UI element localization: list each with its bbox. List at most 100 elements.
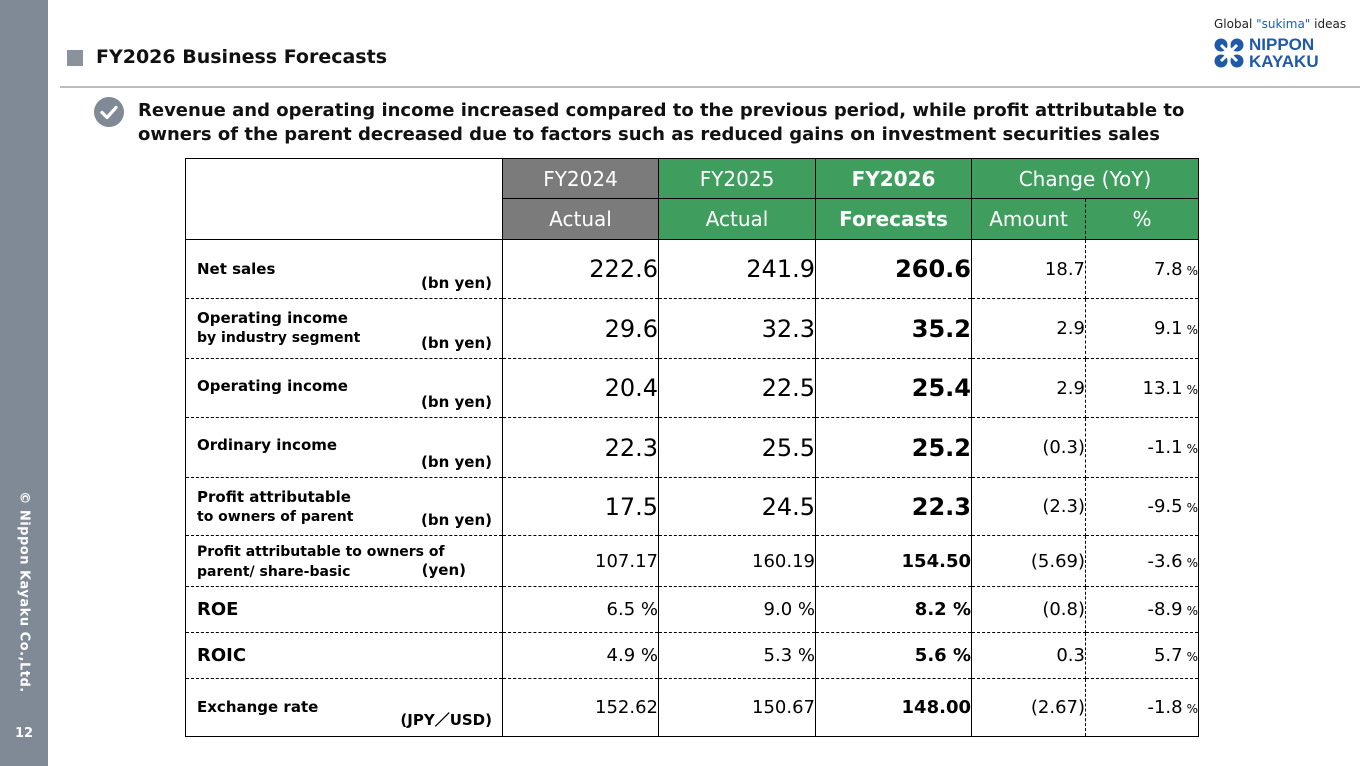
change-amount: (2.3) [971, 477, 1086, 536]
fy2026-value: 25.4 [815, 358, 972, 418]
fy2024-value: 4.9 % [502, 632, 659, 679]
change-percent: -3.6 [1147, 550, 1183, 572]
change-amount: 18.7 [971, 239, 1086, 299]
row-label-cell: Operating income by industry segment (bn … [185, 298, 503, 359]
fy2025-value: 241.9 [658, 239, 816, 299]
change-percent-cell: -1.8% [1085, 678, 1199, 737]
logo-wordmark: NIPPON KAYAKU [1249, 36, 1319, 70]
row-unit: (yen) [421, 561, 466, 579]
fy2026-value: 22.3 [815, 477, 972, 536]
row-sublabel: by industry segment [197, 330, 361, 346]
headline-summary: Revenue and operating income increased c… [138, 100, 1185, 145]
row-unit: (JPY／USD) [400, 711, 492, 729]
header-actual-fy2025: Actual [658, 198, 816, 240]
table-header-row-1: FY2024 FY2025 FY2026 Change (YoY) [185, 158, 1199, 240]
table-row-eps: Profit attributable to owners of parent/ … [185, 535, 1199, 587]
fy2024-value: 29.6 [502, 298, 659, 359]
fy2025-value: 32.3 [658, 298, 816, 359]
logo-tagline: Global "sukima" ideas [1214, 17, 1346, 31]
row-label: Ordinary income [197, 436, 338, 454]
fy2026-value: 260.6 [815, 239, 972, 299]
page-number: 12 [14, 726, 34, 741]
fy2025-value: 25.5 [658, 417, 816, 478]
row-label: ROE [197, 599, 239, 620]
change-percent-cell: 13.1% [1085, 358, 1199, 418]
logo-tag-prefix: Global [1214, 17, 1257, 31]
fy2024-value: 17.5 [502, 477, 659, 536]
row-sublabel: to owners of parent [197, 509, 354, 525]
change-percent: -9.5 [1147, 496, 1183, 517]
change-percent-cell: -1.1% [1085, 417, 1199, 478]
row-label-cell: Net sales (bn yen) [185, 239, 503, 299]
checkmark-icon [94, 97, 124, 127]
table-header-row-2: Actual Actual Forecasts Amount % [186, 198, 1199, 240]
header-fy2026: FY2026 [815, 158, 972, 199]
header-percent: % [1085, 198, 1199, 240]
fy2024-value: 152.62 [502, 678, 659, 737]
logo-line-2: KAYAKU [1249, 52, 1319, 71]
fy2024-value: 6.5 % [502, 586, 659, 633]
percent-sign: % [1186, 323, 1198, 337]
fy2025-value: 9.0 % [658, 586, 816, 633]
fy2026-value: 154.50 [815, 535, 972, 587]
page-title: FY2026 Business Forecasts [96, 46, 388, 68]
table-row-profit-attributable: Profit attributable to owners of parent (… [185, 477, 1199, 536]
row-label: Operating income [197, 309, 348, 327]
row-label: ROIC [197, 645, 247, 666]
change-amount: (0.8) [971, 586, 1086, 633]
fy2025-value: 150.67 [658, 678, 816, 737]
percent-sign: % [1186, 702, 1198, 716]
fy2025-value: 160.19 [658, 535, 816, 587]
fy2024-value: 107.17 [502, 535, 659, 587]
row-label-cell: Profit attributable to owners of parent/ … [185, 535, 503, 587]
fy2025-value: 24.5 [658, 477, 816, 536]
change-amount: 2.9 [971, 298, 1086, 359]
percent-sign: % [1186, 501, 1198, 515]
table-row-ordinary-income: Ordinary income (bn yen) 22.3 25.5 25.2 … [185, 417, 1199, 478]
row-label-cell: ROE [185, 586, 503, 633]
row-unit: (bn yen) [421, 511, 492, 529]
change-percent: -8.9 [1147, 599, 1183, 620]
fy2026-value: 8.2 % [815, 586, 972, 633]
left-sidebar: © Nippon Kayaku Co.,Ltd. 12 [0, 0, 48, 766]
change-percent-cell: 9.1% [1085, 298, 1199, 359]
row-sublabel: parent/ share-basic [197, 564, 351, 580]
row-unit: (bn yen) [421, 334, 492, 352]
row-label-cell: ROIC [185, 632, 503, 679]
row-label: Operating income [197, 377, 348, 395]
change-percent: 7.8 [1153, 258, 1183, 280]
title-divider [60, 86, 1360, 88]
change-percent: -1.8 [1147, 697, 1183, 718]
header-corner-cell [185, 158, 503, 240]
change-percent-cell: -9.5% [1085, 477, 1199, 536]
fy2024-value: 20.4 [502, 358, 659, 418]
row-unit: (bn yen) [421, 393, 492, 411]
fy2025-value: 22.5 [658, 358, 816, 418]
header-amount: Amount [971, 198, 1086, 240]
change-amount: (0.3) [971, 417, 1086, 478]
header-change: Change (YoY) [971, 158, 1199, 199]
table-row-operating-income-segment: Operating income by industry segment (bn … [185, 298, 1199, 359]
copyright-text: © Nippon Kayaku Co.,Ltd. [16, 491, 32, 693]
change-percent: 13.1 [1142, 377, 1183, 399]
nippon-kayaku-logo-icon [1214, 38, 1244, 68]
row-label-cell: Operating income (bn yen) [185, 358, 503, 418]
header-fy2025: FY2025 [658, 158, 816, 199]
change-amount: (5.69) [971, 535, 1086, 587]
percent-sign: % [1186, 263, 1198, 278]
logo-tag-suffix: ideas [1310, 17, 1347, 31]
table-row-operating-income: Operating income (bn yen) 20.4 22.5 25.4… [185, 358, 1199, 418]
logo-line-1: NIPPON [1249, 35, 1315, 54]
row-label: Exchange rate [197, 698, 319, 716]
change-amount: 0.3 [971, 632, 1086, 679]
percent-sign: % [1186, 442, 1198, 456]
title-square-icon [67, 50, 83, 66]
header-fy2024: FY2024 [502, 158, 659, 199]
row-label: Net sales [197, 260, 276, 278]
header-actual-fy2024: Actual [502, 198, 659, 240]
table-row-net-sales: Net sales (bn yen) 222.6 241.9 260.6 18.… [185, 239, 1199, 299]
table-row-roic: ROIC 4.9 % 5.3 % 5.6 % 0.3 5.7% [185, 632, 1199, 679]
row-unit: (bn yen) [421, 453, 492, 471]
fy2026-value: 25.2 [815, 417, 972, 478]
forecast-table: FY2024 FY2025 FY2026 Change (YoY) Actual… [185, 158, 1199, 737]
